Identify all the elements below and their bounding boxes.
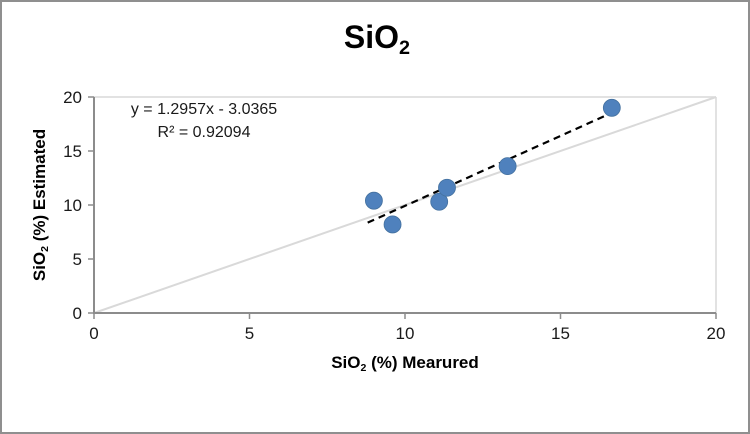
r-squared-value: R² = 0.92094 <box>157 124 251 141</box>
y-tick-label: 20 <box>63 88 82 107</box>
data-point <box>430 192 449 211</box>
x-tick-label: 20 <box>707 324 726 343</box>
y-tick-label: 10 <box>63 196 82 215</box>
x-axis-title-subscript: 2 <box>360 362 367 375</box>
x-tick-label: 5 <box>245 324 254 343</box>
y-tick-label: 15 <box>63 142 82 161</box>
data-point <box>383 215 402 234</box>
x-tick-label: 0 <box>89 324 98 343</box>
y-axis-title-text: SiO <box>30 251 49 282</box>
trendline-equation: y = 1.2957x - 3.0365 <box>130 101 278 118</box>
y-tick-label: 5 <box>73 250 82 269</box>
chart-title-subscript: 2 <box>399 37 411 60</box>
y-axis-title-rest: (%) Estimated <box>30 128 49 246</box>
x-tick-label: 15 <box>551 324 570 343</box>
x-axis-title-rest: (%) Mearured <box>366 353 479 372</box>
chart-title-text: SiO <box>343 19 400 55</box>
trendline-annotation: y = 1.2957x - 3.0365 R² = 0.92094 <box>92 98 316 144</box>
data-point <box>364 191 383 210</box>
trendline <box>367 111 614 224</box>
data-point <box>498 157 517 176</box>
x-axis-title-text: SiO <box>331 353 361 372</box>
y-axis-title-subscript: 2 <box>39 245 52 252</box>
data-point <box>438 178 456 197</box>
x-tick-label: 10 <box>396 324 415 343</box>
x-axis-title: SiO2 (%) Mearured <box>94 353 716 375</box>
data-point <box>602 98 621 117</box>
chart-title: SiO2 <box>2 18 748 61</box>
y-tick-label: 0 <box>73 304 82 323</box>
